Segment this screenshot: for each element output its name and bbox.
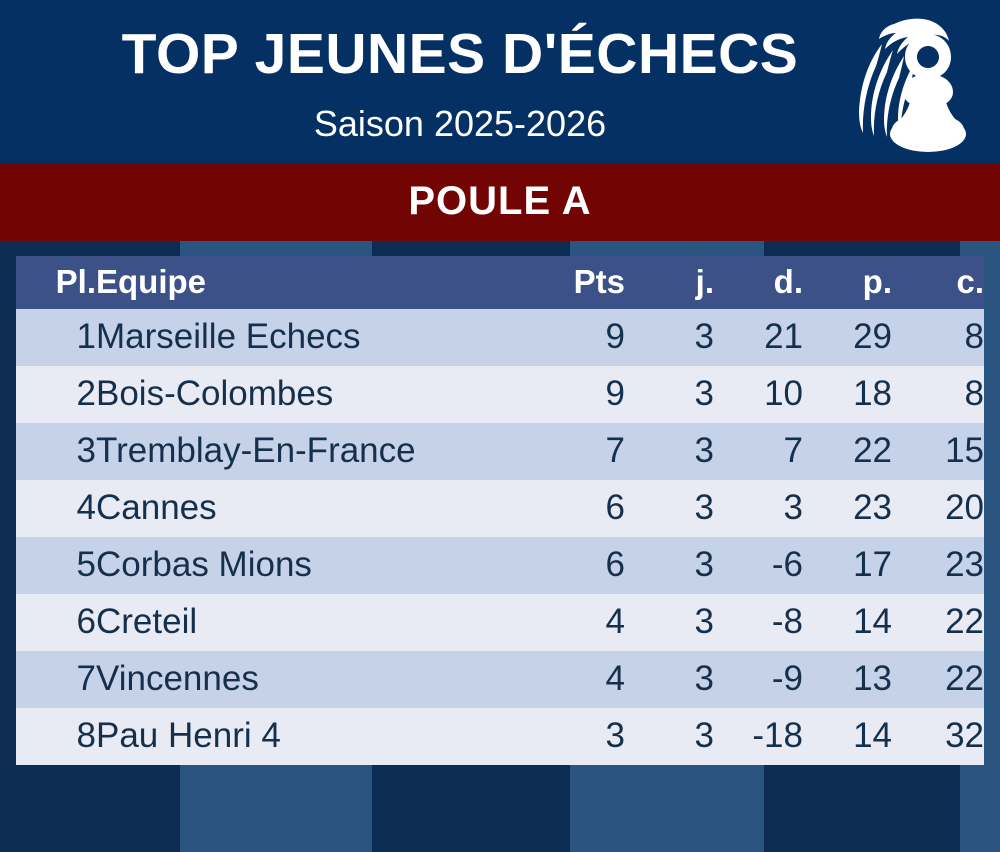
cell-team: Marseille Echecs xyxy=(96,317,361,356)
table-row: 3 Tremblay-En-France 7 3 7 22 15 xyxy=(16,423,984,480)
cell-played: 3 xyxy=(694,431,714,470)
cell-played: 3 xyxy=(694,488,714,527)
column-header-points: Pts xyxy=(536,256,625,309)
cell-against: 15 xyxy=(945,431,984,470)
cell-against: 22 xyxy=(945,602,984,641)
cell-diff: 10 xyxy=(764,374,803,413)
striped-background xyxy=(0,240,1000,852)
page-title: TOP JEUNES D'ÉCHECS xyxy=(121,22,799,86)
table-body: 1 Marseille Echecs 9 3 21 29 8 2 Bois-Co… xyxy=(16,309,984,765)
cell-team: Corbas Mions xyxy=(96,545,312,584)
cell-rank: 2 xyxy=(76,374,96,413)
table-row: 6 Creteil 4 3 -8 14 22 xyxy=(16,594,984,651)
cell-points: 7 xyxy=(605,431,625,470)
background-stripe-1 xyxy=(180,240,372,852)
table-row: 8 Pau Henri 4 3 3 -18 14 32 xyxy=(16,708,984,765)
standings-table-container: Pl. Equipe Pts j. d. p. c. 1 Marseille E… xyxy=(16,256,984,765)
cell-played: 3 xyxy=(694,659,714,698)
column-header-team: Equipe xyxy=(96,256,536,309)
cell-points: 4 xyxy=(605,659,625,698)
poule-band: POULE A xyxy=(0,163,1000,241)
cell-diff: -18 xyxy=(752,716,803,755)
table-row: 4 Cannes 6 3 3 23 20 xyxy=(16,480,984,537)
cell-points: 9 xyxy=(605,317,625,356)
cell-for: 17 xyxy=(853,545,892,584)
cell-team: Vincennes xyxy=(96,659,259,698)
background-stripe-3 xyxy=(570,240,764,852)
cell-diff: 21 xyxy=(764,317,803,356)
cell-against: 32 xyxy=(945,716,984,755)
cell-played: 3 xyxy=(694,545,714,584)
cell-points: 6 xyxy=(605,545,625,584)
cell-team: Cannes xyxy=(96,488,217,527)
background-stripe-0 xyxy=(0,240,180,852)
cell-rank: 7 xyxy=(76,659,96,698)
cell-against: 8 xyxy=(964,317,984,356)
cell-for: 23 xyxy=(853,488,892,527)
cell-for: 29 xyxy=(853,317,892,356)
table-header: Pl. Equipe Pts j. d. p. c. xyxy=(16,256,984,309)
cell-for: 22 xyxy=(853,431,892,470)
background-stripe-2 xyxy=(372,240,570,852)
poule-label: POULE A xyxy=(408,179,592,223)
standings-table: Pl. Equipe Pts j. d. p. c. 1 Marseille E… xyxy=(16,256,984,765)
column-header-against: c. xyxy=(892,256,984,309)
table-row: 7 Vincennes 4 3 -9 13 22 xyxy=(16,651,984,708)
background-stripe-4 xyxy=(764,240,960,852)
cell-diff: -8 xyxy=(771,602,803,641)
cell-for: 18 xyxy=(853,374,892,413)
cell-points: 9 xyxy=(605,374,625,413)
cell-rank: 1 xyxy=(76,317,96,356)
table-row: 2 Bois-Colombes 9 3 10 18 8 xyxy=(16,366,984,423)
cell-team: Tremblay-En-France xyxy=(96,431,416,470)
table-row: 1 Marseille Echecs 9 3 21 29 8 xyxy=(16,309,984,366)
column-header-rank: Pl. xyxy=(16,256,96,309)
cell-against: 20 xyxy=(945,488,984,527)
cell-points: 4 xyxy=(605,602,625,641)
title-band: TOP JEUNES D'ÉCHECS Saison 2025-2026 xyxy=(0,0,1000,163)
cell-for: 14 xyxy=(853,716,892,755)
cell-against: 22 xyxy=(945,659,984,698)
cell-diff: 7 xyxy=(783,431,803,470)
cell-played: 3 xyxy=(694,374,714,413)
season-subtitle: Saison 2025-2026 xyxy=(313,103,607,144)
cell-for: 14 xyxy=(853,602,892,641)
rooster-chess-pawn-logo-icon xyxy=(846,6,982,156)
cell-played: 3 xyxy=(694,602,714,641)
background-stripe-5 xyxy=(960,240,1000,852)
cell-played: 3 xyxy=(694,716,714,755)
column-header-played: j. xyxy=(625,256,714,309)
cell-rank: 5 xyxy=(76,545,96,584)
cell-points: 3 xyxy=(605,716,625,755)
cell-rank: 8 xyxy=(76,716,96,755)
cell-points: 6 xyxy=(605,488,625,527)
cell-rank: 4 xyxy=(76,488,96,527)
cell-diff: -6 xyxy=(771,545,803,584)
cell-rank: 6 xyxy=(76,602,96,641)
column-header-diff: d. xyxy=(714,256,803,309)
table-row: 5 Corbas Mions 6 3 -6 17 23 xyxy=(16,537,984,594)
column-header-for: p. xyxy=(803,256,892,309)
cell-team: Bois-Colombes xyxy=(96,374,334,413)
cell-diff: 3 xyxy=(783,488,803,527)
cell-diff: -9 xyxy=(771,659,803,698)
cell-for: 13 xyxy=(853,659,892,698)
cell-played: 3 xyxy=(694,317,714,356)
cell-team: Pau Henri 4 xyxy=(96,716,281,755)
cell-against: 8 xyxy=(964,374,984,413)
cell-team: Creteil xyxy=(96,602,198,641)
cell-rank: 3 xyxy=(76,431,96,470)
table-header-row: Pl. Equipe Pts j. d. p. c. xyxy=(16,256,984,309)
cell-against: 23 xyxy=(945,545,984,584)
